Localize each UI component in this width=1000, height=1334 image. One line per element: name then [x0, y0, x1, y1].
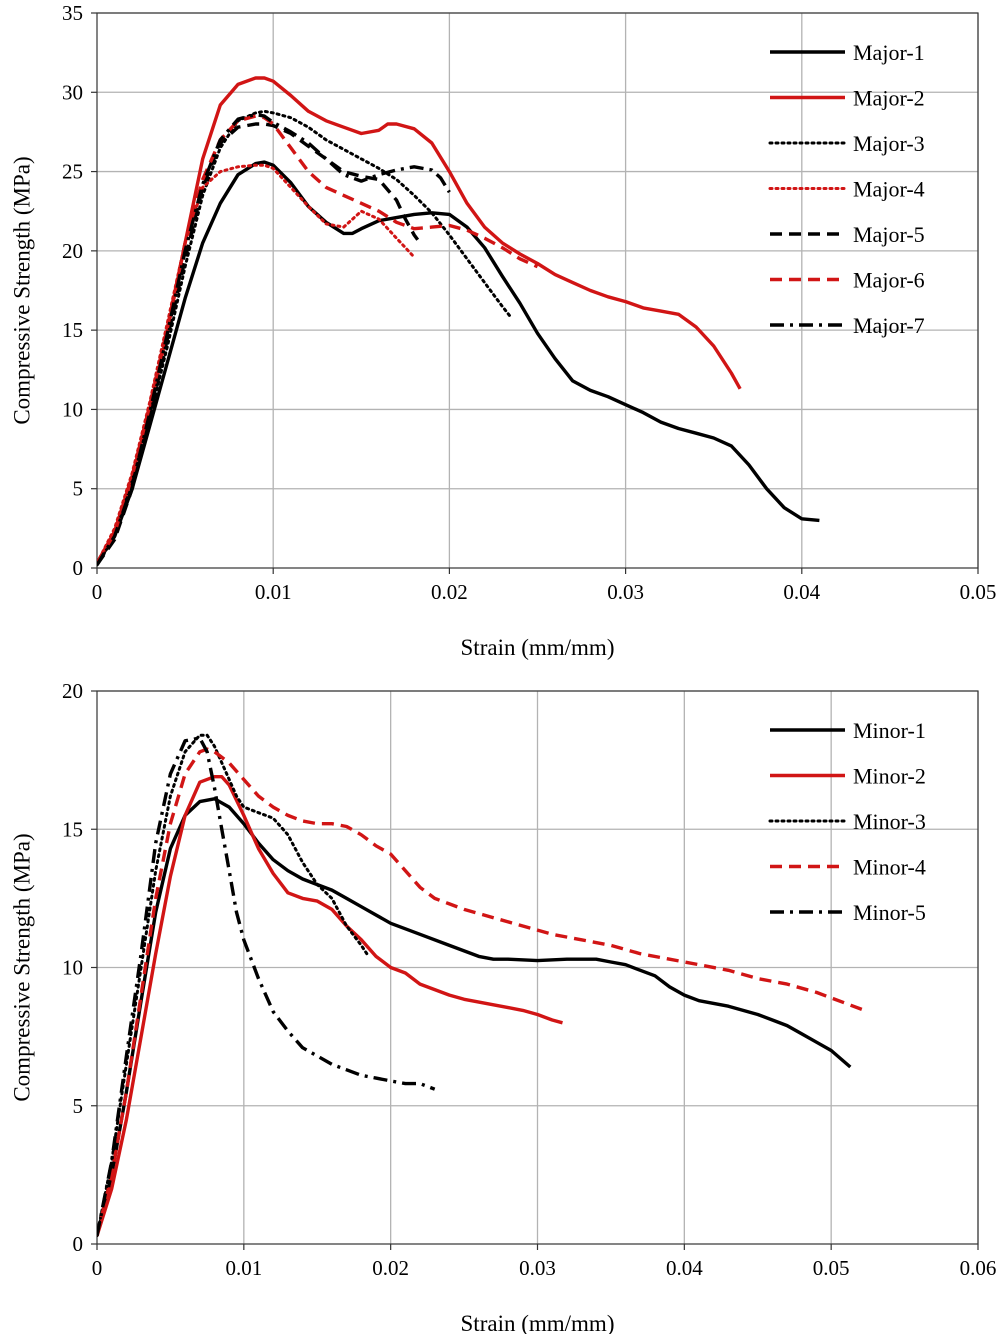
series-line-minor-3 [97, 733, 371, 1238]
legend-label-minor-1: Minor-1 [853, 718, 926, 743]
series-line-minor-5 [97, 736, 436, 1237]
major-ytick-label: 30 [62, 80, 83, 104]
series-line-major-1 [97, 160, 820, 565]
legend-item-minor-5: Minor-5 [770, 900, 926, 925]
chart-minor: 0 0.01 0.02 0.03 0.04 0.05 0.06 0 5 10 15 20 Strain … [9, 679, 996, 1334]
major-ytick-label: 10 [62, 397, 83, 421]
legend-label-major-5: Major-5 [853, 222, 925, 247]
major-xtick-label: 0.01 [255, 580, 292, 604]
legend-label-minor-5: Minor-5 [853, 900, 926, 925]
legend-item-minor-4: Minor-4 [770, 855, 926, 880]
series-line-major-5 [97, 122, 420, 566]
legend-label-minor-2: Minor-2 [853, 764, 926, 789]
minor-legend: Minor-1 Minor-2 Minor-3 Minor-4 Minor-5 [768, 718, 926, 925]
minor-ticks: 0 0.01 0.02 0.03 0.04 0.05 0.06 0 5 10 15 20 [62, 679, 996, 1280]
legend-item-minor-3: Minor-3 [768, 809, 926, 834]
chart-major: 0 0.01 0.02 0.03 0.04 0.05 0 5 10 15 20 25 30 35 Strai… [9, 1, 996, 660]
major-ticks: 0 0.01 0.02 0.03 0.04 0.05 0 5 10 15 20 25 30 35 [62, 1, 996, 604]
series-line-minor-4 [97, 747, 869, 1237]
major-xtick-label: 0.05 [960, 580, 997, 604]
major-xtick-label: 0.04 [783, 580, 820, 604]
minor-ytick-label: 15 [62, 817, 83, 841]
minor-xtick-label: 0.01 [225, 1256, 262, 1280]
minor-xtick-label: 0.04 [666, 1256, 703, 1280]
minor-series-group [97, 733, 869, 1238]
major-ytick-label: 0 [73, 556, 84, 580]
series-line-minor-1 [97, 797, 852, 1237]
minor-xtick-label: 0.06 [960, 1256, 997, 1280]
major-ytick-label: 15 [62, 318, 83, 342]
major-y-axis-label: Compressive Strength (MPa) [9, 156, 34, 424]
minor-xtick-label: 0 [92, 1256, 103, 1280]
legend-label-major-1: Major-1 [853, 40, 925, 65]
minor-ytick-label: 20 [62, 679, 83, 703]
legend-label-major-6: Major-6 [853, 268, 925, 293]
legend-label-major-2: Major-2 [853, 86, 925, 111]
major-plot-frame [96, 12, 979, 569]
major-ytick-label: 35 [62, 1, 83, 25]
series-line-major-7 [97, 112, 451, 566]
minor-ytick-label: 0 [73, 1232, 84, 1256]
minor-xtick-label: 0.03 [519, 1256, 556, 1280]
legend-item-minor-1: Minor-1 [770, 718, 926, 743]
minor-ytick-label: 10 [62, 956, 83, 980]
series-line-minor-2 [97, 774, 563, 1237]
series-line-major-2 [97, 76, 742, 565]
minor-xtick-label: 0.05 [813, 1256, 850, 1280]
legend-label-major-7: Major-7 [853, 313, 925, 338]
legend-item-major-6: Major-6 [770, 268, 925, 293]
legend-label-major-4: Major-4 [853, 177, 925, 202]
legend-item-minor-2: Minor-2 [770, 764, 926, 789]
minor-x-axis-label: Strain (mm/mm) [461, 1311, 615, 1334]
legend-item-major-3: Major-3 [768, 131, 925, 156]
minor-ytick-label: 5 [73, 1094, 84, 1118]
major-x-axis-label: Strain (mm/mm) [461, 635, 615, 660]
major-ytick-label: 5 [73, 477, 84, 501]
legend-label-minor-4: Minor-4 [853, 855, 926, 880]
legend-item-major-2: Major-2 [770, 86, 925, 111]
major-xtick-label: 0 [92, 580, 103, 604]
series-line-major-3 [97, 109, 513, 567]
series-line-major-6 [97, 114, 539, 565]
major-ytick-label: 25 [62, 160, 83, 184]
legend-item-major-5: Major-5 [770, 222, 925, 247]
legend-item-major-1: Major-1 [770, 40, 925, 65]
major-xtick-label: 0.03 [607, 580, 644, 604]
legend-label-minor-3: Minor-3 [853, 809, 926, 834]
minor-y-axis-label: Compressive Strength (MPa) [9, 833, 34, 1101]
legend-label-major-3: Major-3 [853, 131, 925, 156]
legend-item-major-4: Major-4 [768, 177, 925, 202]
major-xtick-label: 0.02 [431, 580, 468, 604]
major-series-group [97, 76, 820, 567]
minor-xtick-label: 0.02 [372, 1256, 409, 1280]
legend-item-major-7: Major-7 [770, 313, 925, 338]
major-ytick-label: 20 [62, 239, 83, 263]
minor-gridlines [97, 690, 979, 1244]
major-legend: Major-1 Major-2 Major-3 Major-4 Major-5 Major… [768, 40, 925, 338]
